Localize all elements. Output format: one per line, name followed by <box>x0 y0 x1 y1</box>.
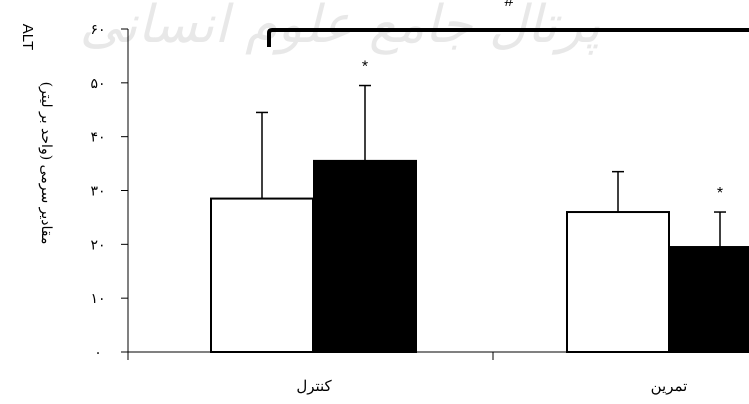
y-tick-label: ۳۰ <box>90 184 105 200</box>
y-axis-label: مقادیر سرمی (واحد بر لیتر) <box>38 82 54 245</box>
y-tick-label: ۲۰ <box>90 237 105 253</box>
y-tick-label: ۱۰ <box>90 291 105 307</box>
x-tick-label: تمرین <box>651 377 688 395</box>
y-tick-label: ۶۰ <box>90 22 105 38</box>
y-axis-label-alt: ALT <box>19 24 36 50</box>
significance-star: * <box>362 59 368 76</box>
bar <box>669 247 749 352</box>
y-tick-label: ۰ <box>94 345 102 361</box>
x-tick-label: کنترل <box>296 377 332 395</box>
x-axis: کنترل تمرین <box>128 352 749 395</box>
bar <box>211 199 313 352</box>
y-tick-label: ۵۰ <box>90 76 105 92</box>
bar <box>314 161 416 352</box>
watermark: پرتال جامع علوم انسانی <box>80 0 601 55</box>
y-axis: ۰ ۱۰ ۲۰ ۳۰ ۴۰ ۵۰ ۶۰ <box>90 22 128 361</box>
bars <box>211 86 749 352</box>
y-tick-label: ۴۰ <box>90 130 105 146</box>
significance-hash: # <box>505 0 514 10</box>
bar <box>567 212 669 352</box>
significance-star: * <box>717 185 723 202</box>
